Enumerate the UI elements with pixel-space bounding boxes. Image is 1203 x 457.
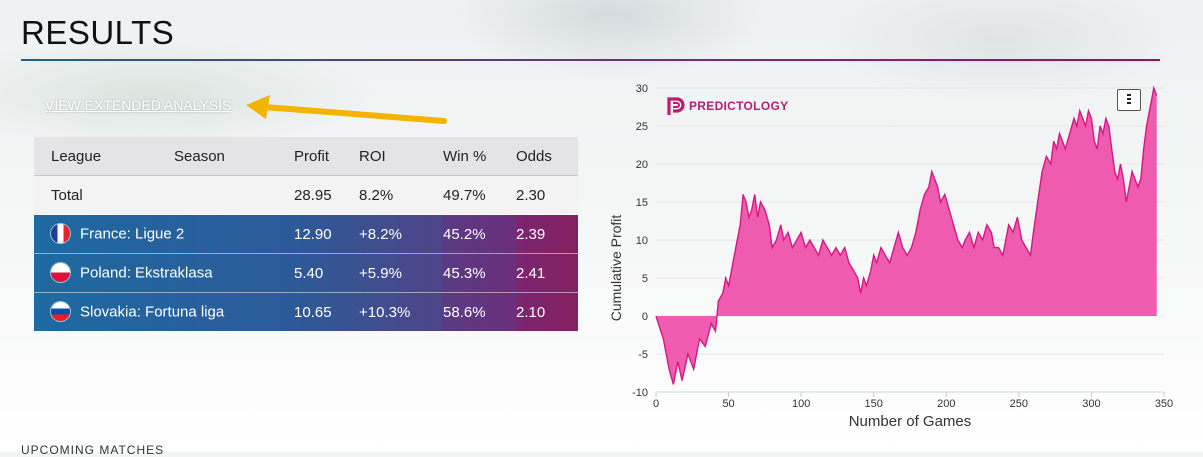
row-win: 45.3% <box>443 253 516 293</box>
brand-label: PREDICTOLOGY <box>689 99 789 113</box>
row-odds: 2.39 <box>516 214 578 254</box>
x-tick-label: 0 <box>653 398 659 410</box>
column-header-odds[interactable]: Odds <box>516 137 578 176</box>
table-row[interactable]: Slovakia: Fortuna liga 10.65 +10.3% 58.6… <box>34 292 578 331</box>
y-tick-label: 5 <box>642 273 648 285</box>
league-name: France: Ligue 2 <box>80 224 185 242</box>
arrow-left-icon <box>246 95 447 124</box>
predictology-logo-icon <box>667 97 685 115</box>
y-tick-label: 10 <box>636 235 648 247</box>
league-name: Slovakia: Fortuna liga <box>80 302 225 320</box>
table-header-row: League Season Profit ROI Win % Odds <box>34 137 578 176</box>
row-roi: +5.9% <box>359 253 443 293</box>
x-tick-label: 200 <box>937 398 955 410</box>
x-tick-label: 100 <box>792 398 810 410</box>
league-name: Poland: Ekstraklasa <box>80 263 213 281</box>
table-row[interactable]: Poland: Ekstraklasa 5.40 +5.9% 45.3% 2.4… <box>34 253 578 293</box>
table-row[interactable]: France: Ligue 2 12.90 +8.2% 45.2% 2.39 <box>34 214 578 254</box>
y-tick-label: 20 <box>636 159 648 171</box>
x-axis-label: Number of Games <box>849 413 972 430</box>
table-row-total: Total 28.95 8.2% 49.7% 2.30 <box>34 175 578 215</box>
view-extended-analysis-link[interactable]: VIEW EXTENDED ANALYSIS <box>45 97 232 113</box>
title-divider <box>21 59 1160 61</box>
x-tick-label: 250 <box>1010 398 1028 410</box>
y-tick-label: 30 <box>636 83 648 95</box>
column-header-win[interactable]: Win % <box>443 137 516 176</box>
row-odds: 2.10 <box>516 292 578 331</box>
x-tick-label: 300 <box>1082 398 1100 410</box>
total-win: 49.7% <box>443 175 516 215</box>
y-tick-label: 0 <box>642 311 648 323</box>
x-tick-label: 150 <box>865 398 883 410</box>
column-header-profit[interactable]: Profit <box>294 137 359 176</box>
row-profit: 12.90 <box>294 214 359 254</box>
profit-chart: -10 -5 0 5 10 15 20 25 30 0 50 100 150 200 250 300 350 Nu… <box>603 76 1203 436</box>
x-tick-label: 50 <box>722 398 734 410</box>
row-win: 45.2% <box>443 214 516 254</box>
row-roi: +10.3% <box>359 292 443 331</box>
row-profit: 5.40 <box>294 253 359 293</box>
page-title: RESULTS <box>21 14 175 51</box>
row-odds: 2.41 <box>516 253 578 293</box>
y-tick-label: -10 <box>632 387 648 399</box>
total-label: Total <box>34 175 174 215</box>
total-roi: 8.2% <box>359 175 443 215</box>
slovakia-flag-icon <box>51 301 70 321</box>
row-win: 58.6% <box>443 292 516 331</box>
profit-area <box>656 88 1157 385</box>
column-header-season[interactable]: Season <box>174 137 294 176</box>
france-flag-icon <box>51 223 70 243</box>
column-header-roi[interactable]: ROI <box>359 137 443 176</box>
results-table: League Season Profit ROI Win % Odds Tota… <box>34 137 578 331</box>
row-roi: +8.2% <box>359 214 443 254</box>
y-axis-label: Cumulative Profit <box>608 215 624 322</box>
y-tick-label: 25 <box>636 121 648 133</box>
league-cell: Poland: Ekstraklasa <box>34 253 294 293</box>
y-tick-label: -5 <box>638 349 648 361</box>
row-profit: 10.65 <box>294 292 359 331</box>
total-season <box>174 175 294 215</box>
league-cell: Slovakia: Fortuna liga <box>34 292 294 331</box>
column-header-league[interactable]: League <box>34 137 174 176</box>
profit-line <box>655 85 1158 385</box>
total-profit: 28.95 <box>294 175 359 215</box>
chart-menu-button[interactable] <box>1117 89 1141 111</box>
poland-flag-icon <box>51 262 70 282</box>
x-tick-label: 350 <box>1155 398 1173 410</box>
total-odds: 2.30 <box>516 175 578 215</box>
upcoming-matches-heading: UPCOMING MATCHES <box>21 443 165 457</box>
y-tick-label: 15 <box>636 197 648 209</box>
league-cell: France: Ligue 2 <box>34 214 294 254</box>
